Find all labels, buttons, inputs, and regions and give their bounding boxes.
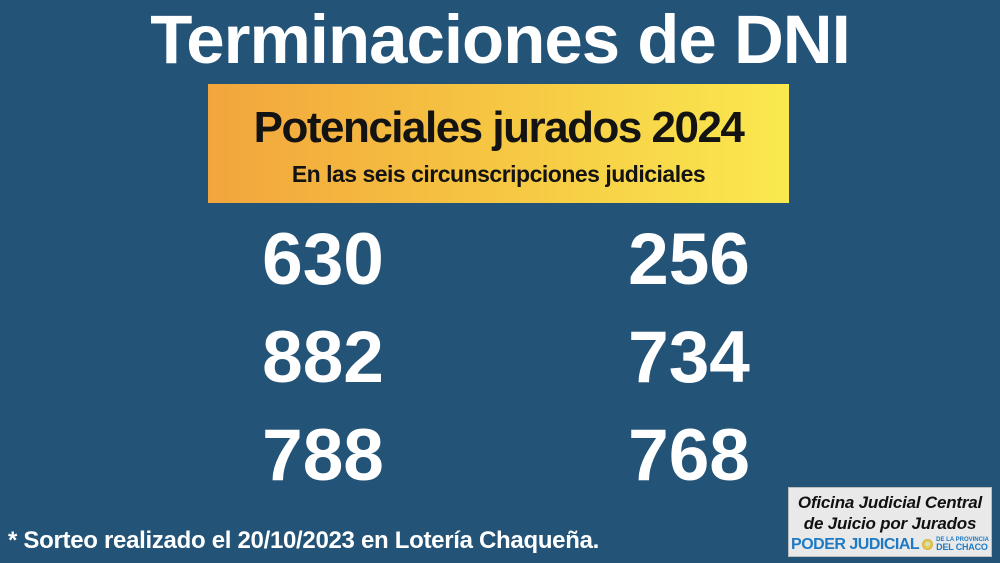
number-value: 768 [628, 415, 750, 496]
page-title: Terminaciones de DNI [150, 1, 851, 78]
numbers-column-left: 630 882 788 [173, 211, 473, 505]
brand-subtext-line1: DE LA PROVINCIA [936, 536, 989, 543]
office-name-line2: de Juicio por Jurados [803, 513, 977, 533]
highlight-banner: Potenciales jurados 2024 En las seis cir… [208, 84, 789, 203]
office-logo-box: Oficina Judicial Central de Juicio por J… [788, 487, 992, 557]
banner-subtitle: En las seis circunscripciones judiciales [291, 161, 706, 187]
provincial-seal-icon [922, 539, 934, 551]
number-value: 734 [628, 317, 750, 398]
brand-subtext: DE LA PROVINCIA DEL CHACO [936, 537, 989, 553]
office-name-line1: Oficina Judicial Central [797, 493, 983, 513]
poder-judicial-wordmark: PODER JUDICIAL [791, 535, 920, 553]
number-value: 630 [262, 219, 384, 300]
banner-title: Potenciales jurados 2024 [253, 103, 745, 152]
number-value: 882 [262, 317, 384, 398]
footnote-text: * Sorteo realizado el 20/10/2023 en Lote… [8, 527, 600, 554]
number-value: 256 [628, 219, 750, 300]
brand-subtext-line2: DEL CHACO [936, 541, 988, 552]
numbers-column-right: 256 734 768 [539, 211, 839, 505]
number-value: 788 [262, 415, 384, 496]
poder-judicial-logo: PODER JUDICIAL DE LA PROVINCIA DEL CHACO [791, 535, 989, 553]
